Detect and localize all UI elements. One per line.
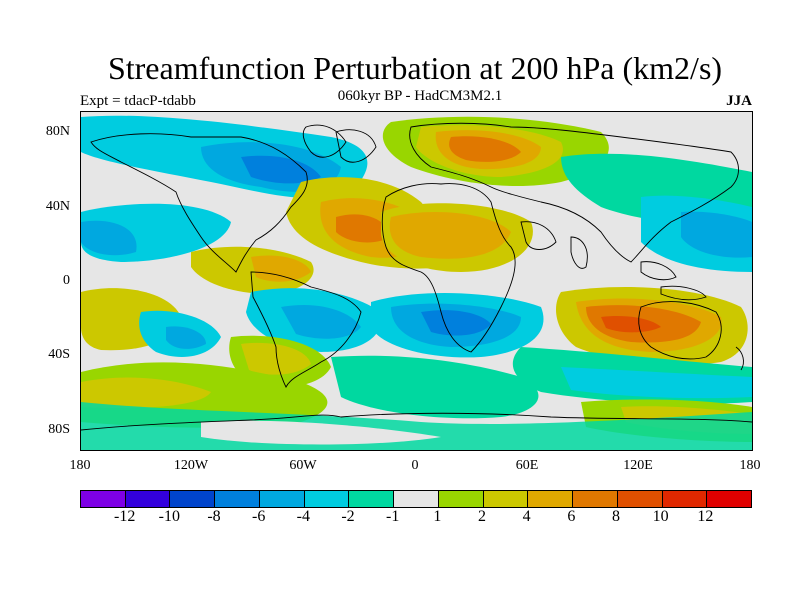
colorbar-swatch [170, 491, 216, 507]
colorbar-label: -6 [251, 508, 266, 525]
colorbar-swatch [617, 491, 663, 507]
x-tick-120w: 120W [173, 458, 209, 473]
colorbar-label: -2 [341, 508, 355, 525]
map-canvas [81, 112, 752, 450]
colorbar-label: 10 [652, 508, 669, 525]
colorbar-swatch [528, 491, 574, 507]
colorbar-swatch [349, 491, 395, 507]
x-tick-120e: 120E [623, 458, 653, 473]
x-tick-180w: 180 [69, 458, 91, 473]
colorbar-label: 1 [433, 508, 442, 525]
colorbar-label: -10 [158, 508, 180, 525]
colorbar-label: -1 [385, 508, 400, 525]
colorbar-swatch [394, 491, 439, 507]
colorbar-swatch [483, 491, 529, 507]
colorbar-label: 8 [612, 508, 620, 525]
colorbar-label: -4 [296, 508, 310, 525]
colorbar-label: 6 [567, 508, 576, 525]
colorbar-label: -8 [207, 508, 221, 525]
x-tick-180e: 180 [739, 458, 761, 473]
colorbar-swatch [81, 491, 126, 507]
colorbar-label: 2 [478, 508, 486, 525]
colorbar-swatch [573, 491, 618, 507]
colorbar-swatch [259, 491, 305, 507]
x-tick-60w: 60W [289, 458, 317, 473]
chart-subtitle: 060kyr BP - HadCM3M2.1 [337, 88, 503, 104]
colorbar-swatch [304, 491, 350, 507]
colorbar-swatch [662, 491, 708, 507]
colorbar-label: -12 [113, 508, 136, 525]
chart-title: Streamfunction Perturbation at 200 hPa (… [107, 50, 723, 86]
streamfunction-map [80, 111, 753, 451]
colorbar-label: 12 [697, 508, 714, 525]
y-tick-40n: 40N [45, 199, 70, 214]
x-tick-0: 0 [411, 458, 419, 473]
experiment-label: Expt = tdacP-tdabb [80, 93, 196, 109]
y-tick-0: 0 [63, 273, 70, 288]
season-label: JJA [726, 93, 752, 109]
colorbar [80, 490, 752, 508]
colorbar-swatch [215, 491, 260, 507]
coastlines [81, 122, 752, 431]
colorbar-swatch [707, 491, 752, 507]
y-tick-80n: 80N [45, 124, 70, 139]
y-tick-40s: 40S [48, 347, 70, 362]
x-tick-60e: 60E [515, 458, 539, 473]
colorbar-swatch [438, 491, 484, 507]
y-tick-80s: 80S [48, 422, 70, 437]
colorbar-swatch [125, 491, 171, 507]
colorbar-label: 4 [522, 508, 531, 525]
